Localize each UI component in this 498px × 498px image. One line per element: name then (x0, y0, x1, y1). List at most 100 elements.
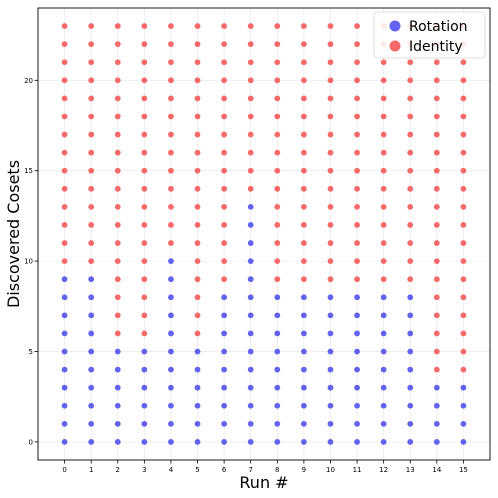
rotation-point (274, 312, 281, 319)
rotation-point (300, 366, 307, 373)
rotation-point (327, 330, 334, 337)
identity-point (221, 23, 228, 29)
identity-point (221, 167, 228, 174)
x-tick-label: 9 (302, 466, 306, 474)
identity-point (433, 294, 440, 301)
rotation-point (380, 348, 387, 355)
rotation-point (354, 294, 360, 301)
rotation-point (300, 294, 307, 301)
identity-point (61, 113, 68, 120)
rotation-point (114, 439, 121, 445)
identity-point (407, 203, 414, 210)
rotation-point (221, 402, 228, 409)
identity-point (61, 131, 68, 138)
rotation-point (168, 312, 174, 319)
identity-point (61, 41, 68, 48)
rotation-point (168, 402, 174, 409)
rotation-point (61, 439, 68, 445)
identity-point (300, 258, 307, 265)
identity-point (274, 240, 281, 246)
identity-point (380, 59, 387, 66)
rotation-point (327, 439, 334, 445)
identity-point (274, 185, 281, 192)
identity-point (221, 41, 228, 48)
identity-point (247, 23, 254, 29)
identity-point (61, 167, 68, 174)
identity-point (327, 77, 334, 84)
rotation-point (380, 330, 387, 337)
rotation-point (194, 366, 201, 373)
identity-point (407, 131, 414, 138)
identity-point (194, 167, 201, 174)
identity-point (300, 131, 307, 138)
rotation-point (354, 366, 360, 373)
identity-point (141, 185, 148, 192)
identity-point (433, 113, 440, 120)
rotation-point (141, 366, 148, 373)
identity-point (88, 77, 95, 84)
identity-point (460, 203, 467, 210)
rotation-point (354, 348, 360, 355)
identity-point (61, 77, 68, 84)
identity-point (114, 113, 121, 120)
rotation-point (61, 366, 68, 373)
rotation-point (300, 420, 307, 427)
identity-point (300, 59, 307, 66)
identity-point (141, 95, 148, 102)
identity-point (168, 149, 174, 156)
identity-point (354, 95, 360, 102)
identity-point (221, 185, 228, 192)
identity-point (354, 23, 360, 29)
rotation-point (168, 366, 174, 373)
identity-point (433, 167, 440, 174)
identity-point (433, 131, 440, 138)
identity-point (407, 240, 414, 246)
identity-point (221, 258, 228, 265)
identity-point (141, 167, 148, 174)
identity-point (61, 222, 68, 228)
rotation-point (354, 402, 360, 409)
identity-point (194, 258, 201, 265)
rotation-point (88, 330, 95, 337)
rotation-point (247, 222, 254, 228)
rotation-point (247, 203, 254, 210)
y-tick-label: 20 (24, 77, 33, 85)
rotation-point (300, 348, 307, 355)
identity-point (61, 95, 68, 102)
identity-point (354, 276, 360, 283)
identity-point (141, 113, 148, 120)
identity-point (433, 59, 440, 66)
rotation-point (274, 330, 281, 337)
x-tick-label: 8 (275, 466, 279, 474)
rotation-point (460, 402, 467, 409)
x-tick-label: 7 (248, 466, 252, 474)
rotation-point (327, 420, 334, 427)
identity-point (407, 95, 414, 102)
rotation-point (88, 402, 95, 409)
identity-point (88, 203, 95, 210)
rotation-point (221, 312, 228, 319)
rotation-point (61, 348, 68, 355)
identity-point (88, 240, 95, 246)
y-axis-label: Discovered Cosets (4, 160, 23, 308)
rotation-point (194, 420, 201, 427)
identity-point (460, 167, 467, 174)
identity-point (221, 240, 228, 246)
identity-point (327, 167, 334, 174)
rotation-point (274, 439, 281, 445)
data-points (61, 23, 467, 445)
identity-point (221, 95, 228, 102)
identity-point (354, 59, 360, 66)
identity-point (274, 95, 281, 102)
identity-point (141, 294, 148, 301)
rotation-point (354, 330, 360, 337)
identity-point (168, 240, 174, 246)
grid-lines (38, 8, 490, 460)
rotation-point (407, 348, 414, 355)
identity-point (141, 23, 148, 29)
x-tick-label: 3 (142, 466, 146, 474)
identity-point (88, 113, 95, 120)
rotation-point (88, 276, 95, 283)
identity-point (460, 113, 467, 120)
identity-point (433, 348, 440, 355)
